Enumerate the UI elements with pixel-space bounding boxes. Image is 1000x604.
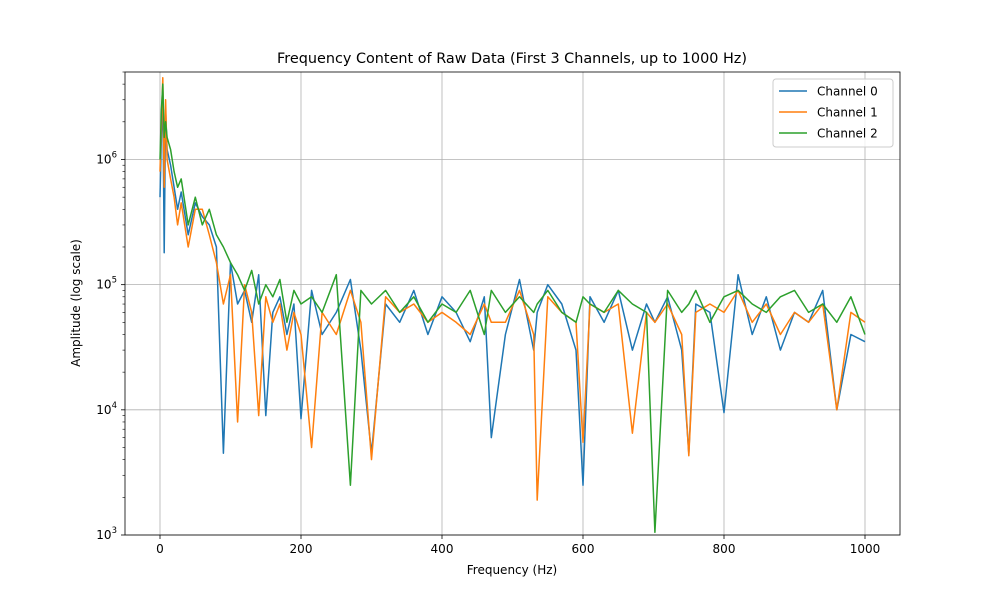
y-tick-label: 105	[96, 276, 117, 292]
x-tick-label: 200	[290, 542, 313, 556]
x-tick-label: 600	[572, 542, 595, 556]
legend-label: Channel 0	[817, 85, 878, 99]
legend-label: Channel 2	[817, 127, 878, 141]
x-tick-label: 0	[156, 542, 164, 556]
legend-box	[772, 78, 894, 148]
y-tick-label: 106	[96, 150, 117, 166]
plot-frame	[124, 71, 901, 536]
legend: Channel 0 Channel 1 Channel 2	[772, 78, 894, 148]
y-tick-label: 103	[96, 526, 117, 542]
series-line-channel-1	[159, 76, 866, 501]
x-tick-label: 1000	[850, 542, 881, 556]
chart-title: Frequency Content of Raw Data (First 3 C…	[277, 51, 747, 67]
series-layer	[159, 76, 866, 534]
y-axis-ticks: 103 104 105 106	[96, 71, 125, 542]
y-tick-label: 104	[96, 401, 117, 417]
y-axis-label: Amplitude (log scale)	[69, 239, 83, 367]
legend-label: Channel 1	[817, 106, 878, 120]
x-tick-label: 400	[431, 542, 454, 556]
x-tick-label: 800	[713, 542, 736, 556]
x-axis-label: Frequency (Hz)	[467, 563, 558, 577]
x-axis-ticks: 0 200 400 600 800 1000	[156, 535, 880, 556]
series-line-channel-2	[159, 83, 866, 534]
